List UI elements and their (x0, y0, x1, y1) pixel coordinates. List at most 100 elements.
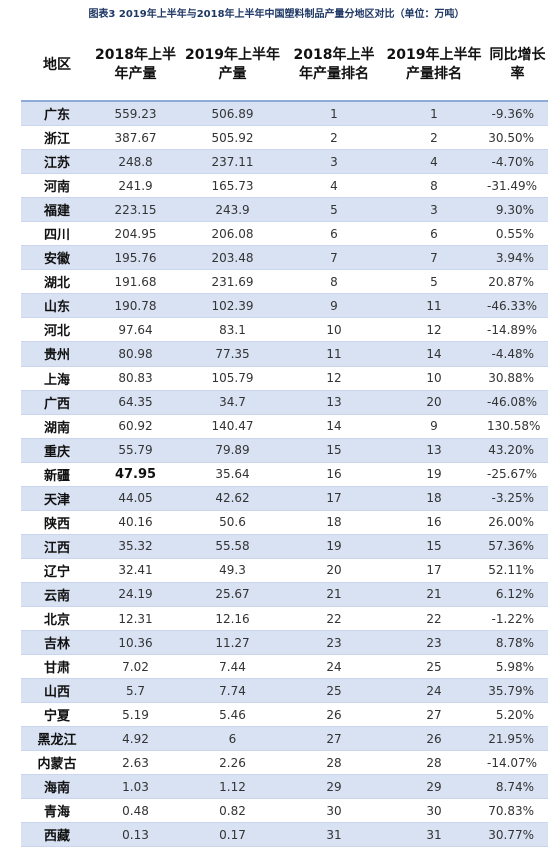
rank-2019-cell: 14 (381, 341, 487, 367)
growth-rate-cell: 20.87% (487, 269, 548, 295)
table-row: 吉林 10.36 11.27 23 23 8.78% (21, 630, 548, 656)
output-2018-cell: 60.92 (93, 414, 178, 439)
output-2018-cell: 80.83 (93, 366, 178, 391)
growth-rate-cell: 5.98% (487, 654, 548, 680)
rank-2018-cell: 21 (287, 582, 381, 607)
output-2019-cell: 231.69 (178, 269, 287, 295)
growth-rate-cell: 3.94% (487, 245, 548, 271)
production-table: 地区 2018年上半年产量 2019年上半年产量 2018年上半年产量排名 20… (21, 30, 548, 847)
rank-2018-cell: 28 (287, 750, 381, 776)
growth-rate-cell: 57.36% (487, 534, 548, 559)
growth-rate-cell: 26.00% (487, 510, 548, 535)
table-row: 上海 80.83 105.79 12 10 30.88% (21, 366, 548, 391)
table-row: 西藏 0.13 0.17 31 31 30.77% (21, 822, 548, 847)
rank-2018-cell: 13 (287, 390, 381, 415)
growth-rate-cell: -25.67% (487, 462, 548, 487)
output-2019-cell: 140.47 (178, 414, 287, 439)
table-body: 广东 559.23 506.89 1 1 -9.36% 浙江 387.67 505.92 2 2 30… (21, 101, 548, 847)
output-2018-cell: 44.05 (93, 486, 178, 511)
growth-rate-cell: 35.79% (487, 678, 548, 704)
table-row: 甘肃 7.02 7.44 24 25 5.98% (21, 654, 548, 680)
output-2018-cell: 7.02 (93, 654, 178, 680)
table-row: 海南 1.03 1.12 29 29 8.74% (21, 774, 548, 800)
output-2019-cell: 35.64 (178, 462, 287, 487)
region-cell: 宁夏 (21, 702, 93, 728)
growth-rate-cell: 9.30% (487, 197, 548, 223)
region-cell: 甘肃 (21, 654, 93, 680)
output-2018-cell: 40.16 (93, 510, 178, 535)
rank-2019-cell: 20 (381, 390, 487, 415)
growth-rate-cell: 5.20% (487, 702, 548, 728)
output-2018-cell: 248.8 (93, 149, 178, 175)
table-row: 云南 24.19 25.67 21 21 6.12% (21, 582, 548, 607)
table-row: 辽宁 32.41 49.3 20 17 52.11% (21, 558, 548, 583)
output-2018-cell: 55.79 (93, 438, 178, 463)
rank-2018-cell: 11 (287, 341, 381, 367)
header-2018-output: 2018年上半年产量 (93, 30, 178, 102)
growth-rate-cell: 8.74% (487, 774, 548, 800)
rank-2019-cell: 2 (381, 125, 487, 151)
header-2018-rank: 2018年上半年产量排名 (287, 30, 381, 102)
region-cell: 吉林 (21, 630, 93, 656)
output-2019-cell: 12.16 (178, 606, 287, 632)
region-cell: 广东 (21, 101, 93, 127)
growth-rate-cell: 6.12% (487, 582, 548, 607)
rank-2018-cell: 17 (287, 486, 381, 511)
region-cell: 黑龙江 (21, 726, 93, 752)
growth-rate-cell: 130.58% (487, 414, 548, 439)
output-2018-cell: 204.95 (93, 221, 178, 247)
output-2019-cell: 50.6 (178, 510, 287, 535)
rank-2018-cell: 16 (287, 462, 381, 487)
output-2018-cell: 5.19 (93, 702, 178, 728)
output-2018-cell: 0.13 (93, 822, 178, 847)
header-row: 地区 2018年上半年产量 2019年上半年产量 2018年上半年产量排名 20… (21, 30, 548, 102)
output-2019-cell: 11.27 (178, 630, 287, 656)
output-2019-cell: 105.79 (178, 366, 287, 391)
region-cell: 安徽 (21, 245, 93, 271)
region-cell: 江西 (21, 534, 93, 559)
output-2018-cell: 64.35 (93, 390, 178, 415)
output-2019-cell: 5.46 (178, 702, 287, 728)
region-cell: 北京 (21, 606, 93, 632)
header-growth-rate: 同比增长率 (487, 30, 548, 102)
region-cell: 浙江 (21, 125, 93, 151)
table-row: 江西 35.32 55.58 19 15 57.36% (21, 534, 548, 559)
rank-2019-cell: 9 (381, 414, 487, 439)
output-2018-cell: 47.95 (93, 462, 178, 487)
region-cell: 广西 (21, 390, 93, 415)
table-row: 新疆 47.95 35.64 16 19 -25.67% (21, 462, 548, 487)
output-2019-cell: 77.35 (178, 341, 287, 367)
rank-2018-cell: 14 (287, 414, 381, 439)
growth-rate-cell: -9.36% (487, 101, 548, 127)
output-2018-cell: 32.41 (93, 558, 178, 583)
table-row: 安徽 195.76 203.48 7 7 3.94% (21, 245, 548, 271)
rank-2018-cell: 15 (287, 438, 381, 463)
output-2019-cell: 83.1 (178, 317, 287, 343)
output-2019-cell: 1.12 (178, 774, 287, 800)
output-2019-cell: 237.11 (178, 149, 287, 175)
output-2019-cell: 243.9 (178, 197, 287, 223)
region-cell: 天津 (21, 486, 93, 511)
output-2019-cell: 49.3 (178, 558, 287, 583)
region-cell: 山东 (21, 293, 93, 319)
rank-2018-cell: 19 (287, 534, 381, 559)
table-row: 内蒙古 2.63 2.26 28 28 -14.07% (21, 750, 548, 776)
growth-rate-cell: -4.48% (487, 341, 548, 367)
rank-2018-cell: 31 (287, 822, 381, 847)
output-2019-cell: 42.62 (178, 486, 287, 511)
rank-2019-cell: 21 (381, 582, 487, 607)
region-cell: 湖北 (21, 269, 93, 295)
output-2019-cell: 7.44 (178, 654, 287, 680)
table-row: 宁夏 5.19 5.46 26 27 5.20% (21, 702, 548, 728)
rank-2019-cell: 31 (381, 822, 487, 847)
table-row: 黑龙江 4.92 6 27 26 21.95% (21, 726, 548, 752)
growth-rate-cell: -14.07% (487, 750, 548, 776)
output-2019-cell: 25.67 (178, 582, 287, 607)
rank-2019-cell: 5 (381, 269, 487, 295)
growth-rate-cell: -1.22% (487, 606, 548, 632)
rank-2019-cell: 26 (381, 726, 487, 752)
rank-2018-cell: 2 (287, 125, 381, 151)
growth-rate-cell: 21.95% (487, 726, 548, 752)
rank-2019-cell: 24 (381, 678, 487, 704)
output-2019-cell: 165.73 (178, 173, 287, 199)
